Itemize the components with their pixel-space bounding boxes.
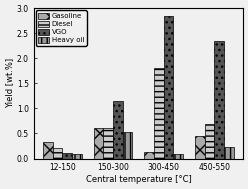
Bar: [62, 153, 72, 159]
Bar: [164, 16, 173, 159]
Bar: [43, 142, 53, 159]
Bar: [214, 41, 224, 159]
Bar: [195, 136, 205, 159]
Y-axis label: Yield [wt.%]: Yield [wt.%]: [5, 58, 14, 108]
Bar: [145, 152, 154, 159]
Legend: Gasoline, Diesel, VGO, Heavy oil: Gasoline, Diesel, VGO, Heavy oil: [36, 10, 87, 46]
Bar: [72, 154, 82, 159]
Bar: [173, 154, 183, 159]
Bar: [103, 129, 113, 159]
Bar: [113, 101, 123, 159]
Bar: [224, 147, 234, 159]
Bar: [154, 68, 164, 159]
Bar: [205, 125, 214, 159]
X-axis label: Central temperature [°C]: Central temperature [°C]: [86, 175, 191, 184]
Bar: [123, 132, 132, 159]
Bar: [94, 129, 103, 159]
Bar: [53, 149, 62, 159]
